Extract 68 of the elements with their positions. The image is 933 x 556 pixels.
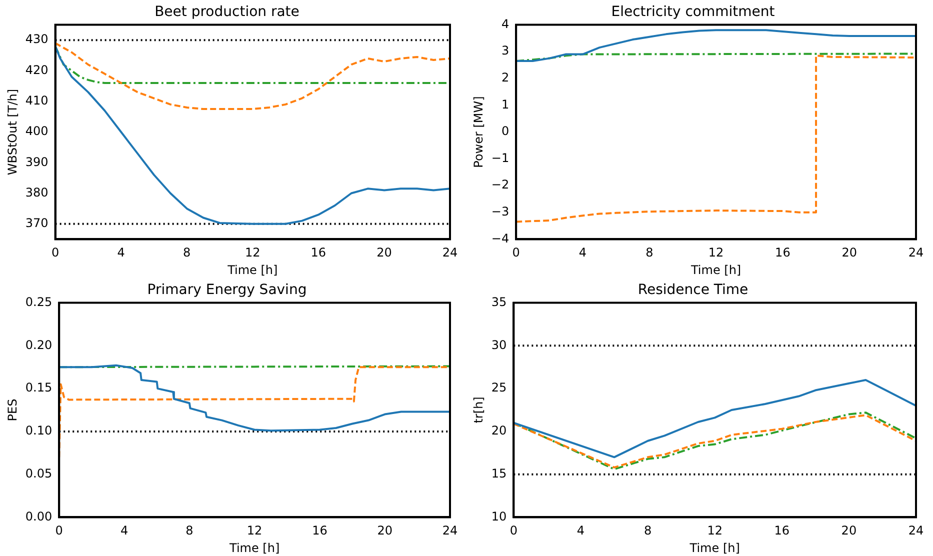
y-axis-title: tr[h] — [471, 396, 486, 424]
y-tick-label: 0.20 — [25, 338, 52, 352]
x-tick-label: 8 — [186, 524, 194, 538]
y-tick-label: 1 — [501, 97, 510, 112]
x-tick-label: 20 — [376, 246, 392, 260]
y-tick-label: 410 — [25, 93, 48, 108]
y-tick-label: 400 — [25, 124, 48, 138]
chart-title: Primary Energy Saving — [147, 282, 307, 298]
line-series — [516, 54, 916, 223]
y-tick-label: 10 — [491, 509, 507, 524]
y-tick-label: −2 — [491, 178, 510, 192]
y-tick-label: 25 — [491, 380, 507, 395]
x-tick-label: 4 — [117, 246, 125, 260]
y-tick-label: 2 — [501, 70, 510, 85]
y-tick-label: 0.25 — [25, 294, 52, 309]
x-axis-title: Time [h] — [226, 262, 278, 277]
x-tick-label: 8 — [644, 524, 652, 538]
x-tick-label: 16 — [774, 524, 790, 538]
x-tick-label: 12 — [707, 524, 722, 538]
y-axis-title: PES — [5, 398, 20, 422]
y-tick-label: −3 — [491, 204, 510, 219]
x-axis-title: Time [h] — [228, 540, 280, 555]
x-tick-label: 16 — [310, 246, 326, 260]
x-tick-label: 8 — [183, 246, 191, 260]
x-tick-label: 24 — [908, 524, 924, 538]
x-tick-label: 16 — [775, 246, 790, 260]
chart-title: Beet production rate — [154, 4, 300, 20]
line-series — [55, 42, 450, 110]
x-tick-label: 12 — [708, 246, 724, 260]
x-tick-label: 4 — [578, 246, 587, 260]
y-tick-label: 35 — [491, 294, 507, 309]
y-tick-label: −4 — [491, 231, 510, 246]
y-tick-label: 30 — [491, 338, 507, 352]
x-tick-label: 4 — [576, 524, 585, 538]
x-tick-label: 0 — [55, 524, 63, 538]
y-tick-label: 0.15 — [25, 380, 52, 395]
x-tick-label: 20 — [841, 524, 857, 538]
x-tick-label: 12 — [245, 246, 260, 260]
y-tick-label: 0.05 — [25, 466, 52, 480]
x-tick-label: 24 — [442, 524, 458, 538]
x-tick-label: 20 — [842, 246, 857, 260]
x-tick-label: 24 — [442, 246, 458, 260]
y-tick-label: 0.10 — [25, 424, 52, 438]
x-tick-label: 20 — [377, 524, 392, 538]
y-tick-label: 20 — [491, 424, 507, 438]
y-tick-label: 0.00 — [25, 509, 52, 524]
x-tick-label: 4 — [120, 524, 128, 538]
x-tick-label: 12 — [246, 524, 262, 538]
chart-title: Residence Time — [638, 282, 748, 298]
y-tick-label: 380 — [25, 185, 48, 200]
y-tick-label: 0 — [501, 124, 510, 138]
y-tick-label: 390 — [25, 154, 48, 169]
y-tick-label: 3 — [501, 44, 510, 58]
chart-title: Electricity commitment — [611, 4, 776, 20]
x-axis-title: Time [h] — [688, 540, 740, 555]
y-tick-label: 370 — [25, 216, 48, 230]
y-tick-label: −1 — [491, 150, 510, 165]
x-tick-label: 16 — [312, 524, 328, 538]
y-tick-label: 430 — [25, 32, 48, 46]
y-axis-title: WBStOut [T/h] — [5, 88, 20, 176]
x-tick-label: 24 — [908, 246, 924, 260]
y-tick-label: 420 — [25, 62, 48, 77]
x-tick-label: 0 — [512, 246, 520, 260]
y-axis-title: Power [MW] — [471, 96, 486, 168]
y-tick-label: 15 — [491, 466, 507, 480]
x-tick-label: 8 — [646, 246, 654, 260]
x-axis-title: Time [h] — [690, 262, 742, 277]
y-tick-label: 4 — [501, 16, 510, 31]
